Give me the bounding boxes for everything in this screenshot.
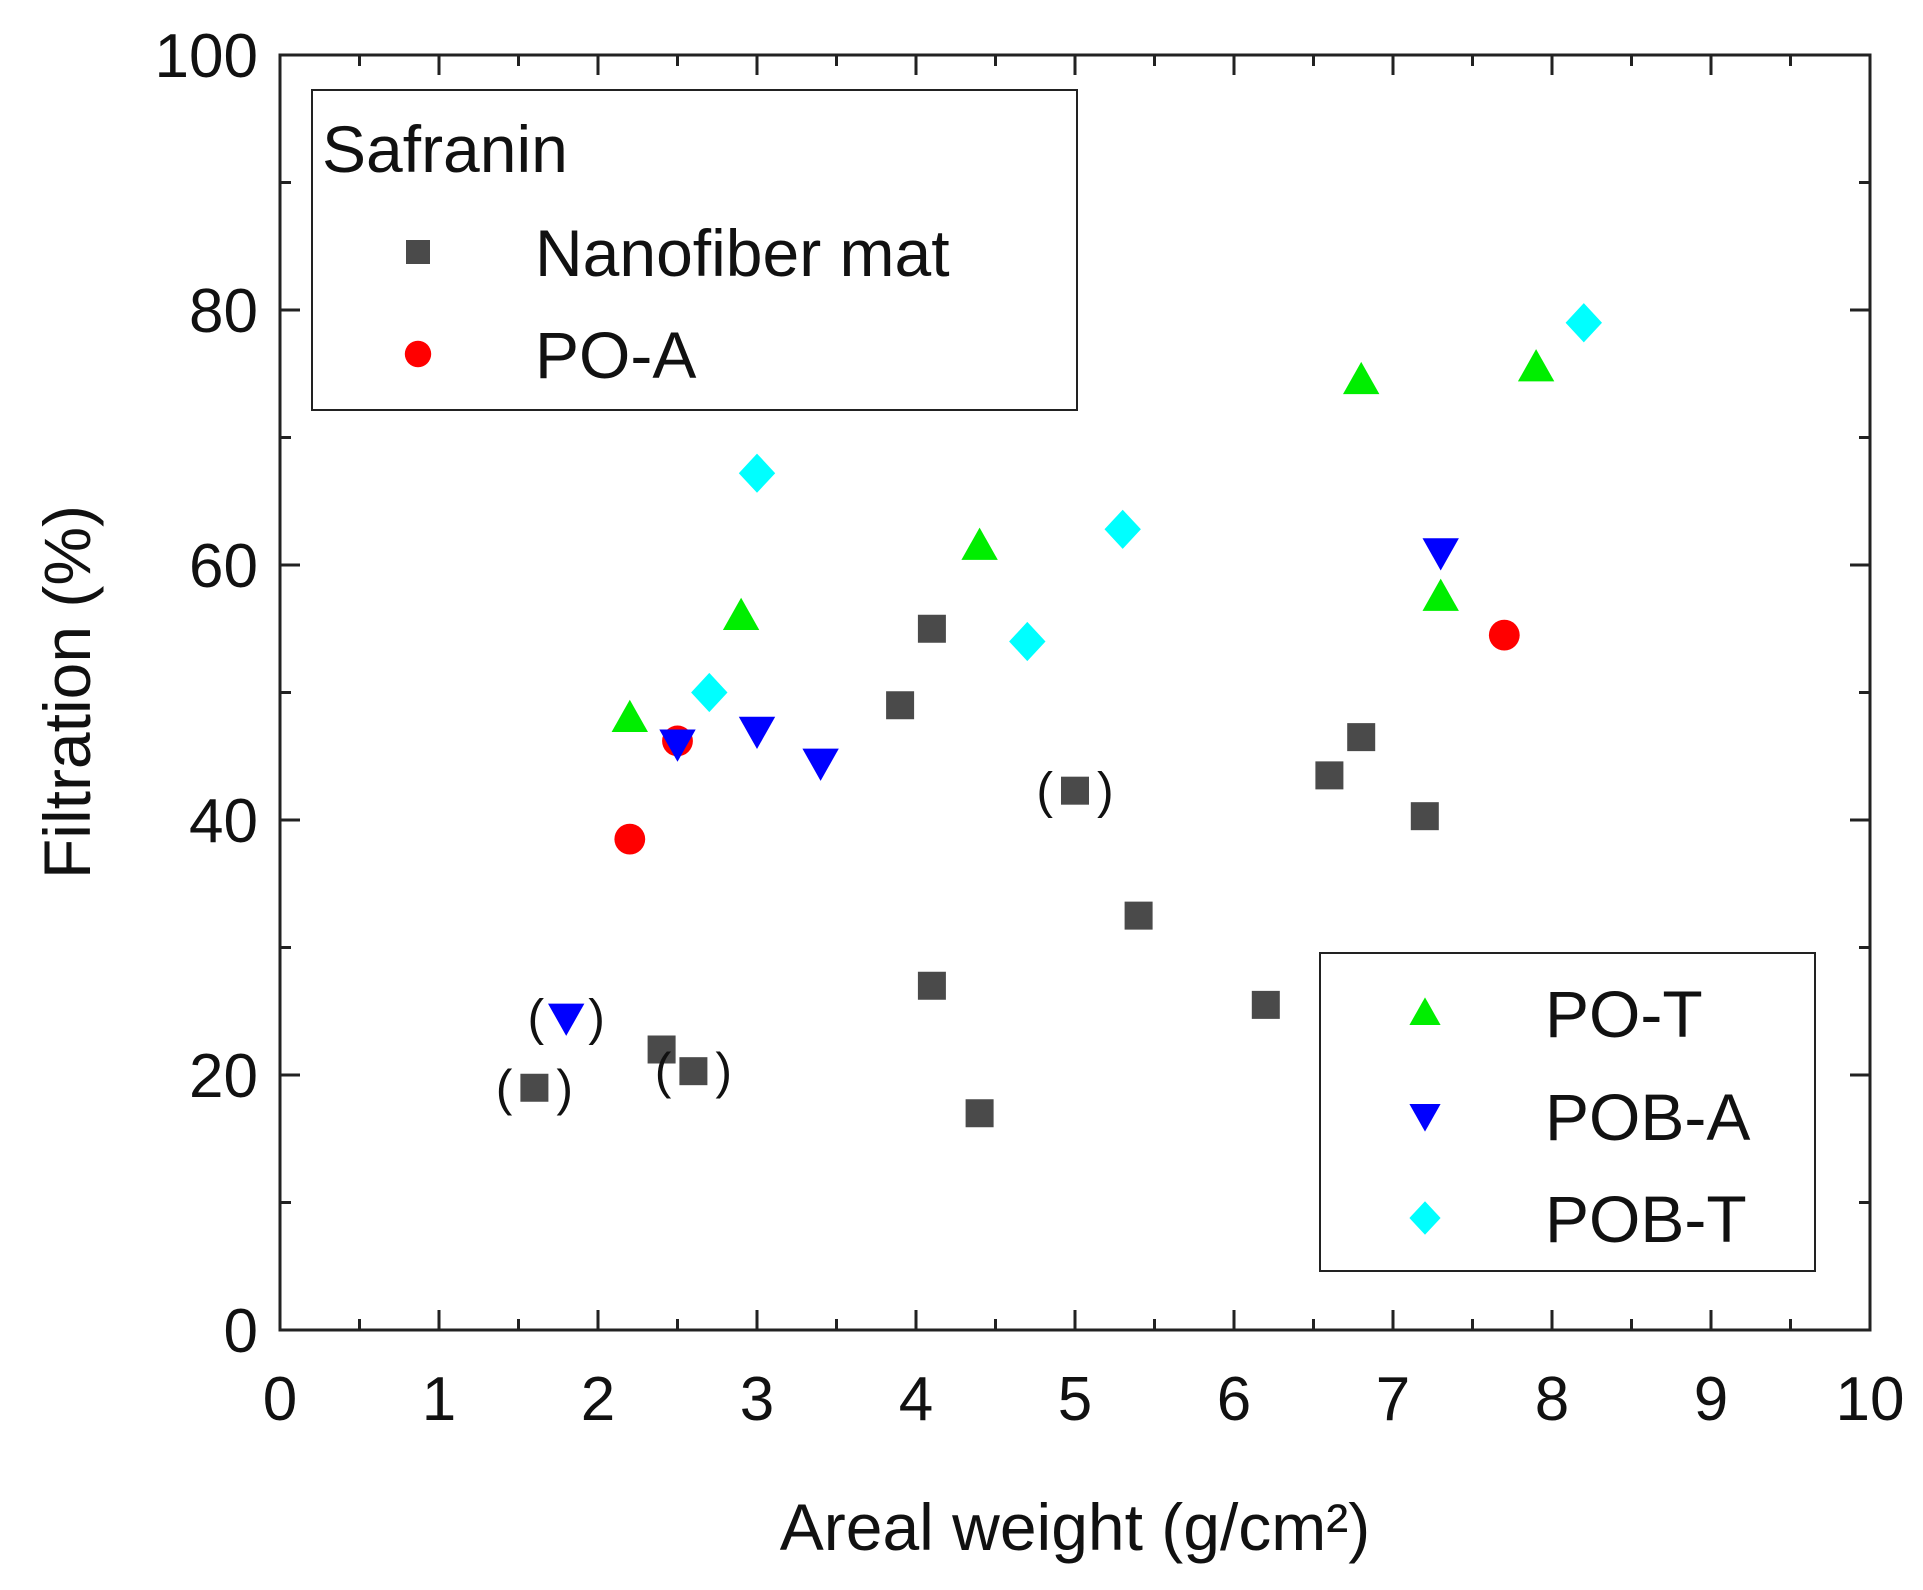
data-point bbox=[1104, 509, 1141, 549]
data-point bbox=[1410, 802, 1439, 831]
data-point bbox=[614, 823, 646, 855]
x-tick-label: 3 bbox=[740, 1365, 774, 1434]
data-point bbox=[1251, 990, 1280, 1019]
x-tick-label: 2 bbox=[581, 1365, 615, 1434]
data-point bbox=[691, 672, 728, 713]
y-tick-label: 80 bbox=[189, 277, 258, 346]
outlier-paren-left: ( bbox=[1036, 763, 1053, 819]
outlier-paren-right: ) bbox=[1097, 763, 1114, 819]
x-axis-title: Areal weight (g/cm²) bbox=[780, 1490, 1371, 1564]
y-axis-title: Filtration (%) bbox=[30, 505, 104, 879]
y-tick-label: 40 bbox=[189, 787, 258, 856]
x-tick-label: 9 bbox=[1694, 1365, 1728, 1434]
data-point bbox=[1517, 349, 1555, 382]
data-point bbox=[1422, 538, 1459, 571]
data-point bbox=[548, 1003, 585, 1036]
x-tick-label: 5 bbox=[1058, 1365, 1092, 1434]
data-point bbox=[1315, 761, 1344, 790]
legend-label: POB-T bbox=[1545, 1182, 1747, 1256]
legend-box-top-left bbox=[311, 89, 1078, 411]
data-point bbox=[520, 1073, 549, 1102]
legend-label: Nanofiber mat bbox=[535, 216, 950, 290]
data-point bbox=[1347, 723, 1376, 752]
data-point bbox=[1061, 776, 1089, 805]
y-tick-label: 100 bbox=[155, 22, 258, 91]
x-tick-label: 1 bbox=[422, 1365, 456, 1434]
x-tick-label: 4 bbox=[899, 1365, 933, 1434]
x-tick-label: 8 bbox=[1535, 1365, 1569, 1434]
x-tick-label: 0 bbox=[263, 1365, 297, 1434]
data-points: ()()()() bbox=[496, 303, 1602, 1128]
data-point bbox=[802, 748, 839, 781]
data-point bbox=[1009, 621, 1046, 662]
outlier-paren-right: ) bbox=[556, 1060, 573, 1116]
legend-box-bottom-right bbox=[1319, 952, 1816, 1272]
legend-marker-po-a bbox=[404, 340, 432, 368]
data-point bbox=[917, 971, 946, 1000]
outlier-paren-left: ( bbox=[496, 1060, 513, 1116]
y-tick-label: 0 bbox=[224, 1297, 258, 1366]
x-tick-label: 10 bbox=[1836, 1365, 1905, 1434]
data-point bbox=[738, 716, 776, 749]
x-tick-label: 6 bbox=[1217, 1365, 1251, 1434]
legend-marker-nanofiber-mat bbox=[406, 240, 430, 264]
axis-ticks bbox=[278, 53, 1872, 1332]
legend-marker-pob-t bbox=[1409, 1201, 1441, 1235]
data-point bbox=[1124, 901, 1153, 930]
data-point bbox=[1488, 619, 1520, 651]
legend-bottom-right: PO-T POB-A POB-T bbox=[1319, 952, 1816, 1272]
data-point bbox=[722, 597, 760, 630]
y-tick-label: 60 bbox=[189, 532, 258, 601]
data-point bbox=[679, 1057, 708, 1086]
data-point bbox=[1343, 361, 1380, 395]
legend-title: Safranin bbox=[322, 112, 568, 186]
data-point bbox=[886, 691, 915, 720]
data-point bbox=[659, 729, 696, 762]
legend-label: PO-A bbox=[535, 318, 696, 392]
data-point bbox=[611, 699, 648, 732]
outlier-paren-left: ( bbox=[528, 990, 545, 1046]
data-point bbox=[738, 453, 776, 493]
legend-marker-po-t bbox=[1409, 997, 1441, 1025]
legend-top-left: Safranin Nanofiber mat PO-A bbox=[311, 89, 1078, 411]
data-point bbox=[1565, 303, 1602, 343]
data-point bbox=[961, 527, 998, 560]
outlier-paren-right: ) bbox=[588, 990, 605, 1046]
data-point bbox=[1422, 578, 1459, 611]
x-tick-label: 7 bbox=[1376, 1365, 1410, 1434]
data-point bbox=[647, 1035, 676, 1064]
outlier-paren-left: ( bbox=[655, 1043, 672, 1099]
data-point bbox=[917, 614, 946, 643]
legend-marker-pob-a bbox=[1409, 1104, 1441, 1132]
y-tick-label: 20 bbox=[189, 1042, 258, 1111]
outlier-paren-right: ) bbox=[715, 1043, 732, 1099]
legend-label: POB-A bbox=[1545, 1080, 1750, 1154]
legend-label: PO-T bbox=[1545, 977, 1703, 1051]
data-point bbox=[965, 1099, 994, 1128]
